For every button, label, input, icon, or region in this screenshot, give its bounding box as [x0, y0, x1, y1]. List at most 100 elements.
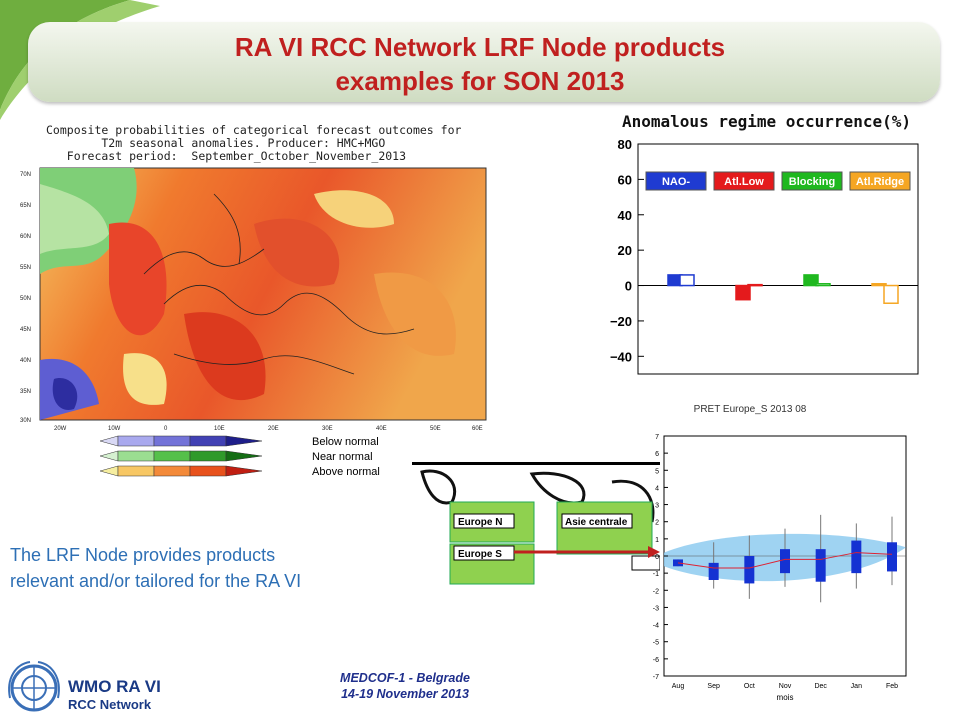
- legend-swatch: [153, 465, 191, 477]
- lat-label: 60N: [20, 234, 31, 240]
- wmo-logo-icon: [8, 661, 60, 712]
- regime-chart-title: Anomalous regime occurrence(%): [622, 112, 911, 131]
- map-caption-line-1: Composite probabilities of categorical f…: [46, 123, 462, 137]
- y-tick-label: 3: [655, 503, 659, 510]
- x-axis-label: mois: [777, 693, 794, 702]
- y-tick-label: -5: [653, 640, 659, 647]
- footer-line-1: MEDCOF-1 - Belgrade: [340, 671, 470, 685]
- y-tick-label: 1: [655, 537, 659, 544]
- legend-swatch: [117, 435, 155, 447]
- y-tick-label: 0: [625, 279, 632, 294]
- lon-label: 10W: [108, 426, 121, 432]
- legend-label: Near normal: [312, 451, 373, 463]
- x-tick-label: Jan: [851, 683, 862, 690]
- lat-label: 45N: [20, 327, 31, 333]
- region-label-asie-centrale: Asie centrale: [565, 517, 628, 528]
- footer-line-2: 14-19 November 2013: [341, 687, 469, 701]
- lon-label: 50E: [430, 426, 441, 432]
- slide-title: RA VI RCC Network LRF Node products exam…: [120, 30, 840, 98]
- legend-swatch: [225, 435, 263, 447]
- lon-label: 40E: [376, 426, 387, 432]
- y-tick-label: -6: [653, 657, 659, 664]
- bar: [747, 283, 763, 287]
- lat-label: 65N: [20, 203, 31, 209]
- box: [851, 540, 862, 574]
- title-line-2: examples for SON 2013: [335, 66, 625, 96]
- pointer-arrow: [514, 546, 660, 558]
- y-tick-label: 7: [655, 434, 659, 441]
- legend-swatch: [189, 435, 227, 447]
- legend-box: [849, 171, 911, 191]
- lon-label: 20E: [268, 426, 279, 432]
- box: [744, 556, 755, 584]
- x-tick-label: Sep: [707, 683, 720, 690]
- y-tick-label: 2: [655, 520, 659, 527]
- plot-frame: [637, 143, 919, 375]
- y-tick-label: 5: [655, 468, 659, 475]
- y-tick-label: 20: [618, 243, 632, 258]
- y-tick-label: -7: [653, 674, 659, 681]
- legend-box: [781, 171, 843, 191]
- legend-swatch: [189, 465, 227, 477]
- legend-label: NAO-: [662, 176, 690, 188]
- lon-label: 20W: [54, 426, 67, 432]
- body-text: The LRF Node provides products relevant …: [10, 542, 450, 594]
- x-tick-label: Oct: [744, 683, 755, 690]
- regions-map: Europe N Asie centrale Europe S: [412, 462, 660, 586]
- logo-title: WMO RA VI: [68, 677, 161, 696]
- legend-label: Atl.Low: [724, 176, 764, 188]
- map-caption-line-3: Forecast period: September_October_Novem…: [46, 149, 407, 163]
- median-line: [677, 552, 893, 569]
- bar: [679, 274, 695, 287]
- lat-label: 30N: [20, 418, 31, 424]
- legend-swatch: [153, 435, 191, 447]
- lat-label: 35N: [20, 389, 31, 395]
- map-caption-line-2: T2m seasonal anomalies. Producer: HMC+MG…: [46, 136, 386, 150]
- lat-label: 40N: [20, 358, 31, 364]
- legend-swatch: [100, 450, 119, 462]
- y-tick-label: -4: [653, 623, 659, 630]
- y-tick-label: 80: [618, 137, 632, 152]
- y-tick-label: 0: [655, 554, 659, 561]
- legend-label: Atl.Ridge: [856, 176, 904, 188]
- bar: [735, 284, 751, 301]
- region-label-europe-s: Europe S: [458, 549, 502, 560]
- regime-chart: 80 60 40 20 0 −20 −40 NAO- Atl.Low Blocking Atl.Ri…: [610, 137, 919, 375]
- lat-label: 55N: [20, 265, 31, 271]
- legend-box: [645, 171, 707, 191]
- legend-swatch: [225, 465, 263, 477]
- y-tick-label: −20: [610, 314, 632, 329]
- y-tick-label: -2: [653, 588, 659, 595]
- y-tick-label: -1: [653, 571, 659, 578]
- y-tick-label: −40: [610, 349, 632, 364]
- lat-label: 70N: [20, 172, 31, 178]
- lon-label: 0: [164, 426, 168, 432]
- bar: [815, 283, 831, 287]
- y-tick-label: 40: [618, 208, 632, 223]
- box: [887, 542, 897, 572]
- legend-label: Above normal: [312, 466, 380, 478]
- y-tick-label: 4: [655, 485, 659, 492]
- legend-swatch: [100, 435, 119, 447]
- x-tick-label: Feb: [886, 683, 898, 690]
- lon-label: 10E: [214, 426, 225, 432]
- legend-swatch: [117, 465, 155, 477]
- box-chart-title: PRET Europe_S 2013 08: [693, 404, 807, 415]
- box: [708, 562, 719, 580]
- y-tick-label: -3: [653, 605, 659, 612]
- bar: [803, 274, 819, 287]
- lon-label: 60E: [472, 426, 483, 432]
- legend-label: Below normal: [312, 436, 379, 448]
- body-line-2: relevant and/or tailored for the RA VI: [10, 571, 302, 591]
- body-line-1: The LRF Node provides products: [10, 545, 276, 565]
- x-tick-label: Dec: [814, 683, 827, 690]
- bar: [871, 283, 887, 287]
- title-line-1: RA VI RCC Network LRF Node products: [234, 32, 726, 62]
- box: [780, 549, 790, 574]
- map-legend: Below normal Near normal Above normal: [100, 435, 380, 478]
- map-caption: Composite probabilities of categorical f…: [46, 124, 486, 163]
- box: [815, 549, 826, 582]
- legend-swatch: [100, 465, 119, 477]
- footer: MEDCOF-1 - Belgrade 14-19 November 2013: [300, 670, 510, 702]
- x-tick-label: Nov: [779, 683, 792, 690]
